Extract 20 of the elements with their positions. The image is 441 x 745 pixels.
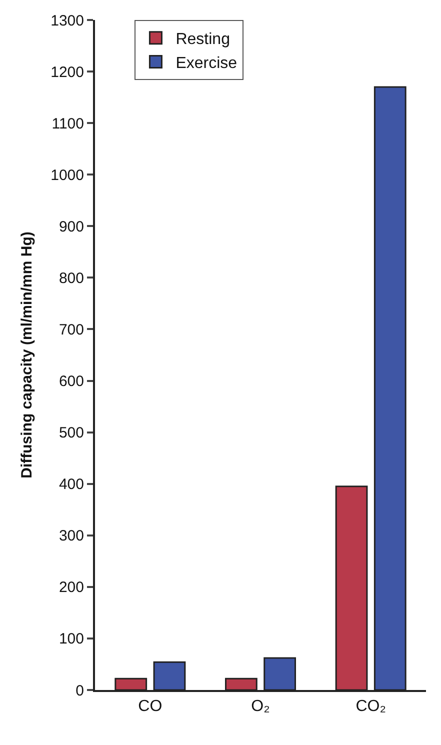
y-tick-label: 500 xyxy=(58,424,84,442)
y-tick-label: 800 xyxy=(58,270,84,287)
y-tick-label: 600 xyxy=(58,373,84,390)
y-tick-label: 300 xyxy=(58,528,84,545)
y-tick-label: 400 xyxy=(58,476,84,494)
y-tick-label: 0 xyxy=(76,682,84,700)
legend-label: Resting xyxy=(176,31,230,48)
y-tick-label: 700 xyxy=(58,321,84,338)
x-tick-label: CO xyxy=(138,698,162,716)
y-tick-label: 900 xyxy=(58,218,84,236)
legend-label: Exercise xyxy=(176,54,238,72)
y-tick-label: 200 xyxy=(58,579,84,596)
y-axis-title: Diffusing capacity (ml/min/mm Hg) xyxy=(18,232,36,478)
y-tick-label: 1300 xyxy=(50,12,84,30)
y-tick-label: 100 xyxy=(58,630,84,648)
y-tick-label: 1000 xyxy=(50,166,84,184)
x-tick-label: CO₂ xyxy=(356,698,386,716)
x-tick-label: O₂ xyxy=(251,698,270,716)
y-tick-label: 1200 xyxy=(50,64,84,81)
y-tick-label: 1100 xyxy=(52,115,84,132)
